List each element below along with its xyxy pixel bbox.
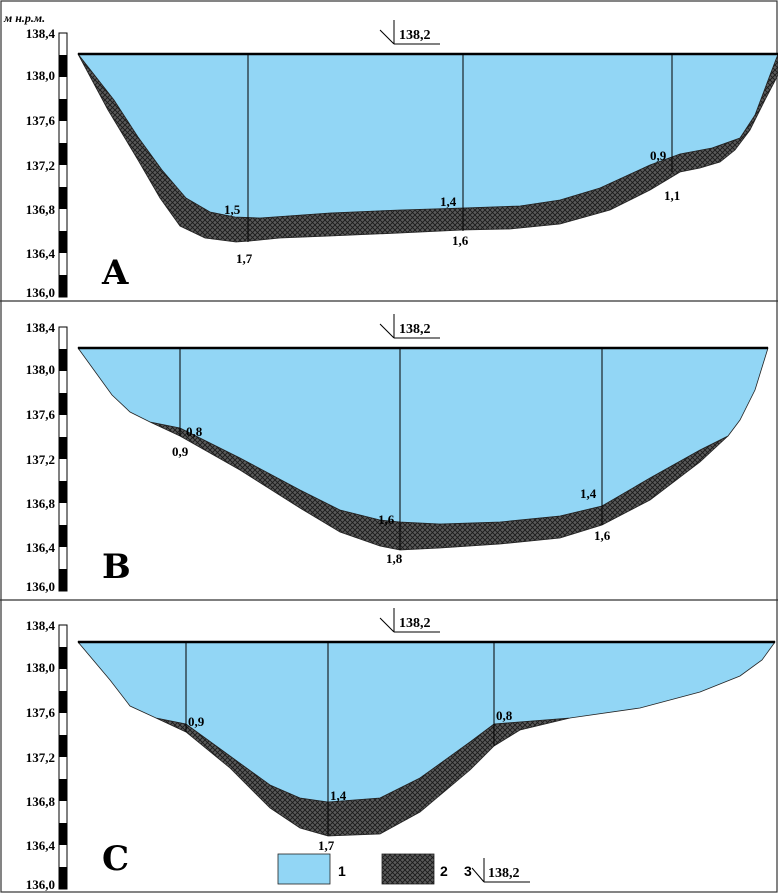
- tick-label: 136,4: [26, 540, 56, 555]
- water-level-label: 138,2: [399, 616, 431, 631]
- depth-label-top: 1,5: [224, 202, 241, 217]
- tick-label: 136,0: [26, 579, 55, 594]
- water-swatch: [277, 853, 331, 885]
- depth-label-top: 1,4: [330, 788, 347, 803]
- legend-number: 2: [440, 863, 448, 879]
- depth-label-bottom: 1,6: [594, 528, 611, 543]
- tick-label: 137,6: [26, 113, 56, 128]
- tick-label: 136,4: [26, 246, 56, 261]
- depth-label-bottom: 1,7: [236, 251, 253, 266]
- depth-label-top: 1,4: [580, 486, 597, 501]
- tick-label: 136,8: [26, 202, 56, 217]
- scale-bar: [58, 326, 68, 592]
- panel-letter: C: [102, 839, 129, 879]
- water-level-marker: [379, 20, 440, 45]
- depth-label-top: 0,8: [186, 424, 203, 439]
- legend-number: 1: [338, 863, 346, 879]
- panel-c: 138,4 138,0 137,6 137,2 136,8 136,4 136,…: [26, 608, 776, 892]
- tick-label: 137,2: [26, 158, 55, 173]
- depth-label-top: 1,4: [440, 194, 457, 209]
- tick-label: 136,8: [26, 794, 56, 809]
- tick-label: 138,4: [26, 618, 56, 633]
- depth-label-top: 0,9: [188, 714, 205, 729]
- depth-label-top: 0,8: [496, 708, 513, 723]
- water-level-marker: [471, 858, 530, 883]
- tick-label: 138,0: [26, 362, 55, 377]
- water-level-marker: [379, 608, 440, 633]
- tick-label: 137,2: [26, 452, 55, 467]
- depth-label-bottom: 1,1: [664, 188, 680, 203]
- tick-label: 137,2: [26, 750, 55, 765]
- legend-label: 138,2: [488, 866, 520, 881]
- legend: 1 2 3 138,2: [277, 853, 530, 885]
- water-body: [77, 53, 778, 219]
- tick-label: 136,0: [26, 285, 55, 300]
- sediment-swatch: [381, 853, 435, 885]
- water-body: [77, 347, 769, 525]
- unit-label: м н.р.м.: [3, 11, 45, 25]
- depth-label-top: 1,6: [378, 512, 395, 527]
- tick-label: 138,0: [26, 660, 55, 675]
- depth-label-bottom: 1,6: [452, 233, 469, 248]
- water-level-marker: [379, 314, 440, 339]
- tick-label: 138,0: [26, 68, 55, 83]
- scale-bar: [58, 32, 68, 298]
- panel-a: 138,4 138,0 137,6 137,2 136,8 136,4 136,…: [26, 20, 778, 300]
- panel-letter: A: [101, 253, 129, 293]
- tick-label: 137,6: [26, 705, 56, 720]
- depth-label-bottom: 1,8: [386, 551, 403, 566]
- tick-label: 138,4: [26, 26, 56, 41]
- tick-label: 136,4: [26, 838, 56, 853]
- tick-label: 136,0: [26, 877, 55, 892]
- tick-label: 137,6: [26, 407, 56, 422]
- water-level-label: 138,2: [399, 28, 431, 43]
- depth-label-bottom: 1,7: [318, 838, 335, 853]
- water-body: [77, 641, 776, 803]
- panel-letter: B: [102, 547, 131, 587]
- depth-label-top: 0,9: [650, 148, 667, 163]
- tick-label: 136,8: [26, 496, 56, 511]
- water-level-label: 138,2: [399, 322, 431, 337]
- scale-bar: [58, 624, 68, 890]
- legend-number: 3: [464, 863, 472, 879]
- depth-label-bottom: 0,9: [172, 444, 189, 459]
- tick-label: 138,4: [26, 320, 56, 335]
- panel-b: 138,4 138,0 137,6 137,2 136,8 136,4 136,…: [26, 314, 769, 594]
